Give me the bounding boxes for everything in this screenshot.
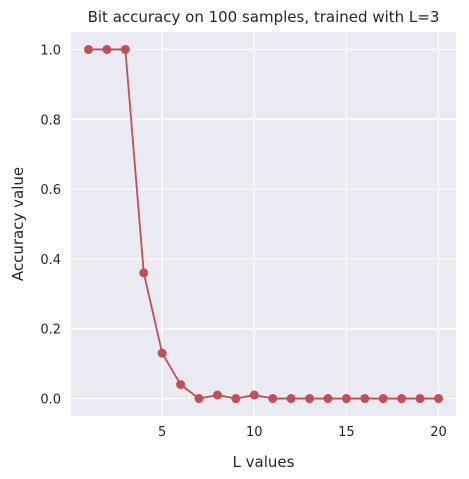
data-point	[323, 394, 332, 403]
x-tick-label: 15	[338, 425, 355, 440]
data-point	[434, 394, 443, 403]
data-point	[416, 394, 425, 403]
chart-title: Bit accuracy on 100 samples, trained wit…	[88, 8, 440, 26]
x-tick-label: 20	[430, 425, 447, 440]
x-tick-label: 5	[158, 425, 166, 440]
data-point	[268, 394, 277, 403]
y-axis-label: Accuracy value	[9, 167, 27, 281]
data-point	[342, 394, 351, 403]
y-tick-label: 0.2	[40, 323, 61, 338]
data-point	[176, 380, 185, 389]
data-point	[213, 391, 222, 400]
data-point	[195, 394, 204, 403]
y-tick-label: 0.6	[40, 183, 61, 198]
x-axis-label: L values	[233, 453, 295, 471]
data-point	[287, 394, 296, 403]
y-tick-label: 0.0	[40, 393, 61, 408]
data-point	[397, 394, 406, 403]
y-tick-label: 0.4	[40, 253, 61, 268]
data-point	[84, 45, 93, 54]
data-point	[250, 391, 259, 400]
data-point	[305, 394, 314, 403]
data-point	[360, 394, 369, 403]
x-tick-labels: 5 10 15 20	[158, 425, 447, 440]
data-point	[379, 394, 388, 403]
data-point	[158, 349, 167, 358]
x-tick-label: 10	[246, 425, 263, 440]
data-point	[102, 45, 111, 54]
y-tick-label: 0.8	[40, 113, 61, 128]
data-point	[121, 45, 130, 54]
data-point	[231, 394, 240, 403]
y-tick-label: 1.0	[40, 43, 61, 58]
y-tick-labels: 0.0 0.2 0.4 0.6 0.8 1.0	[40, 43, 61, 407]
data-point	[139, 268, 148, 277]
